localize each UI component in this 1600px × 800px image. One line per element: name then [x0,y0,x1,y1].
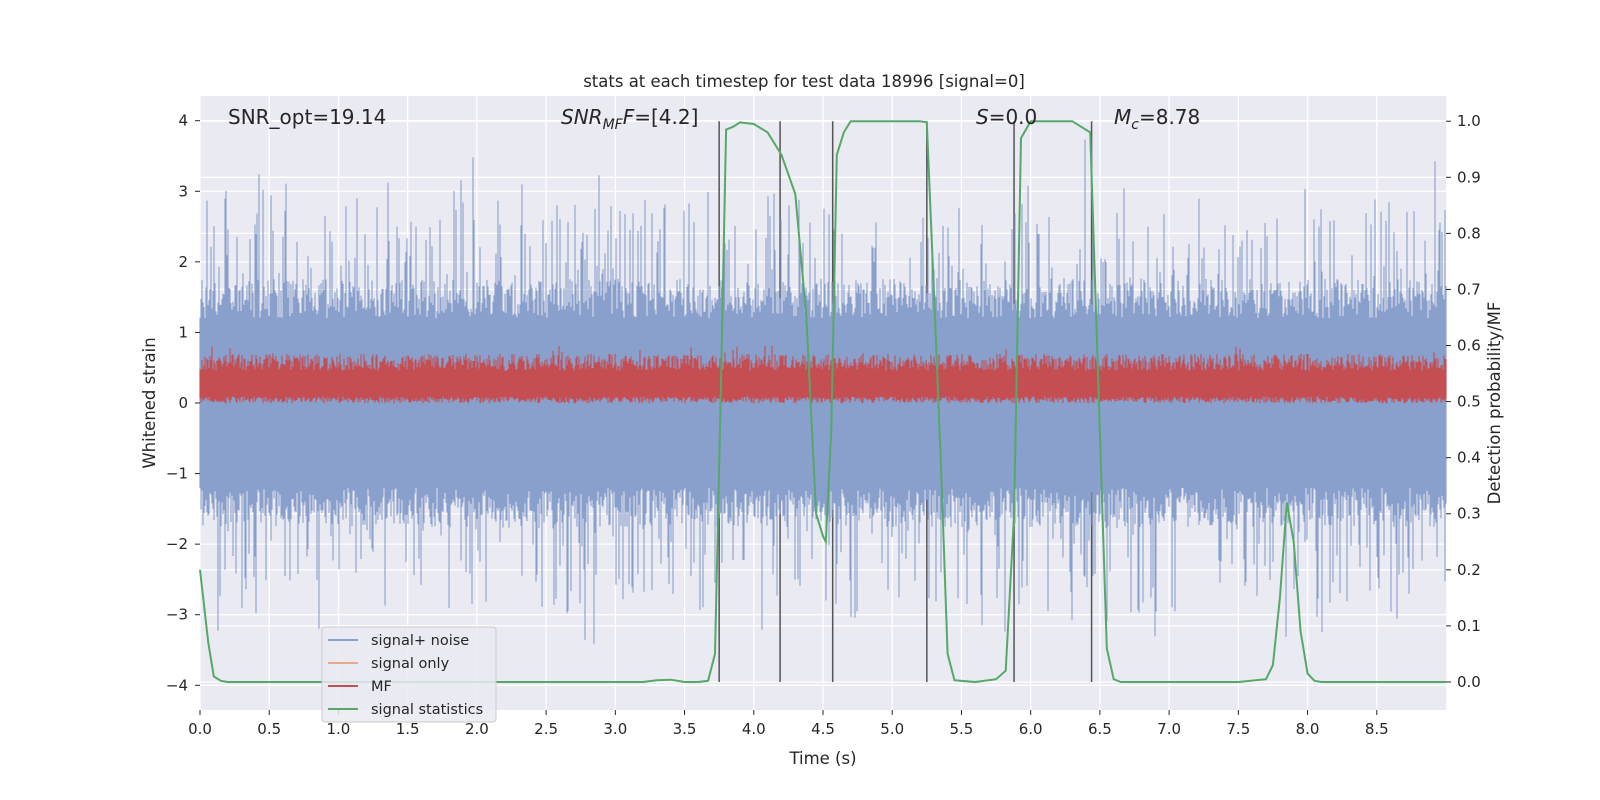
x-tick-label: 6.5 [1088,720,1112,738]
y-tick-label: −2 [166,535,188,553]
y-right-tick-label: 0.7 [1457,280,1481,298]
svg-text:Mc=8.78: Mc=8.78 [1114,105,1200,133]
x-tick-label: 5.0 [880,720,904,738]
x-tick-label: 3.5 [673,720,697,738]
y-axis-label: Whitened strain [140,337,159,468]
legend: signal+ noise signal only MF signal stat… [321,626,497,723]
annotation-mc: Mc=8.78 [1114,105,1200,133]
signal-noise-core [200,318,1446,488]
y-axis-ticks: −4 −3 −2 −1 0 1 2 3 4 [166,112,200,694]
series-mf [199,345,1447,404]
x-tick-label: 8.5 [1365,720,1389,738]
y-right-tick-label: 0.2 [1457,561,1481,579]
x-tick-label: 7.0 [1157,720,1181,738]
y-right-tick-label: 0.8 [1457,224,1481,242]
x-tick-label: 2.0 [465,720,489,738]
x-tick-label: 4.5 [811,720,835,738]
legend-label-signal-noise: signal+ noise [371,633,469,649]
y-right-tick-label: 0.3 [1457,505,1481,523]
annotation-snr-mf: SNRMFF=[4.2] [561,105,698,133]
svg-text:SNR_opt=19.14: SNR_opt=19.14 [228,105,386,129]
legend-label-signal-only: signal only [371,656,450,672]
y-axis-right-label: Detection probability/MF [1485,302,1504,505]
x-tick-label: 6.0 [1019,720,1043,738]
x-tick-label: 8.0 [1296,720,1320,738]
legend-label-mf: MF [371,679,392,695]
y-right-tick-label: 1.0 [1457,112,1481,130]
y-right-tick-label: 0.6 [1457,337,1481,355]
y-tick-label: 0 [178,394,188,412]
legend-label-signal-statistics: signal statistics [371,702,483,718]
y-right-tick-label: 0.4 [1457,449,1481,467]
y-tick-label: 1 [178,323,188,341]
series-signal-noise [199,139,1447,644]
x-tick-label: 0.5 [257,720,281,738]
y-axis-right-ticks: 0.0 0.1 0.2 0.3 0.4 0.5 0.6 0.7 0.8 0.9 1.0 [1446,112,1481,691]
x-axis-label: Time (s) [788,749,856,768]
y-right-tick-label: 0.0 [1457,673,1481,691]
y-right-tick-label: 0.9 [1457,168,1481,186]
x-tick-label: 1.5 [396,720,420,738]
svg-text:S=0.0: S=0.0 [976,105,1037,129]
y-tick-label: −3 [166,606,188,624]
x-tick-label: 2.5 [534,720,558,738]
series-signal-statistics [199,120,1446,684]
y-tick-label: −1 [166,465,188,483]
mf-trace [199,345,1447,404]
svg-text:SNRMFF=[4.2]: SNRMFF=[4.2] [561,105,698,133]
x-tick-label: 3.0 [603,720,627,738]
signal-statistics-line [199,120,1446,684]
annotation-s: S=0.0 [976,105,1037,129]
chart-title: stats at each timestep for test data 189… [583,72,1025,91]
x-tick-label: 4.0 [742,720,766,738]
y-tick-label: 3 [178,182,188,200]
x-axis-ticks: 0.0 0.5 1.0 1.5 2.0 2.5 3.0 3.5 4.0 4.5 5.0 5.5 6.0 6… [188,710,1389,738]
y-right-tick-label: 0.1 [1457,617,1481,635]
y-tick-label: −4 [166,676,188,694]
x-tick-label: 5.5 [950,720,974,738]
y-tick-label: 2 [178,253,188,271]
y-tick-label: 4 [178,112,188,130]
x-tick-label: 0.0 [188,720,212,738]
y-right-tick-label: 0.5 [1457,393,1481,411]
legend-box [321,626,497,723]
x-tick-label: 1.0 [327,720,351,738]
x-tick-label: 7.5 [1226,720,1250,738]
annotation-snr-opt: SNR_opt=19.14 [228,105,386,129]
